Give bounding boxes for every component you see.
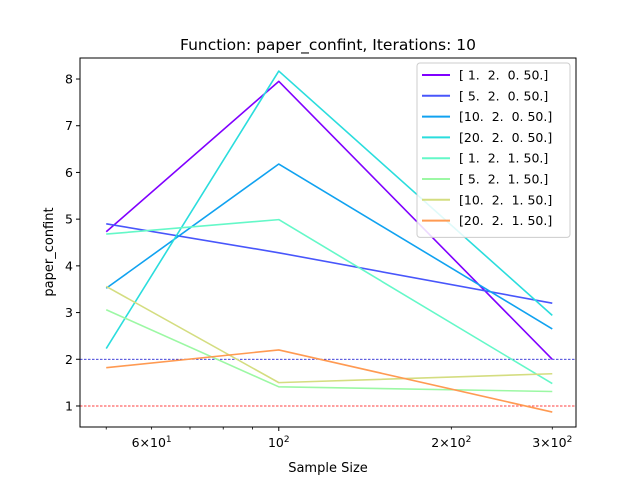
y-tick-label: 5 xyxy=(65,212,73,227)
x-axis-label: Sample Size xyxy=(288,461,368,476)
y-axis-label: paper_confint xyxy=(42,207,57,296)
legend-label: [ 1. 2. 0. 50.] xyxy=(459,68,548,83)
y-tick-label: 4 xyxy=(65,258,73,273)
series-line xyxy=(106,218,553,385)
series-line xyxy=(105,80,553,360)
legend-label: [ 5. 2. 1. 50.] xyxy=(459,172,548,187)
legend-box xyxy=(416,62,571,238)
series-line xyxy=(106,349,553,413)
y-tick-label: 6 xyxy=(65,165,73,180)
y-tick-label: 7 xyxy=(65,118,73,133)
y-tick-label: 3 xyxy=(65,305,73,320)
legend: [ 1. 2. 0. 50.] [ 5. 2. 0. 50.] [10. 2. 0.… xyxy=(416,62,571,238)
x-tick-label: 3×102 xyxy=(532,435,572,450)
y-tick-label: 1 xyxy=(65,398,73,413)
series-line xyxy=(105,309,553,393)
legend-label: [20. 2. 0. 50.] xyxy=(459,130,552,145)
legend-label: [20. 2. 1. 50.] xyxy=(459,213,552,228)
series-line xyxy=(105,163,553,330)
x-tick-label: 6×101 xyxy=(132,435,172,450)
series-line xyxy=(105,285,553,384)
plot-area: 1 2 3 4 5 6 7 8 6×101 102 2×102 3×102 xyxy=(65,57,577,450)
axes-frame xyxy=(79,57,577,428)
y-tick-label: 8 xyxy=(65,72,73,87)
chart-title: Function: paper_confint, Iterations: 10 xyxy=(180,36,476,55)
legend-label: [ 5. 2. 0. 50.] xyxy=(459,88,548,103)
legend-label: [10. 2. 0. 50.] xyxy=(459,109,552,124)
x-tick-label: 2×102 xyxy=(431,435,471,450)
legend-label: [ 1. 2. 1. 50.] xyxy=(459,151,548,166)
x-tick-label: 102 xyxy=(268,435,290,450)
legend-label: [10. 2. 1. 50.] xyxy=(459,192,552,207)
y-tick-label: 2 xyxy=(65,352,73,367)
series-line xyxy=(106,223,553,305)
